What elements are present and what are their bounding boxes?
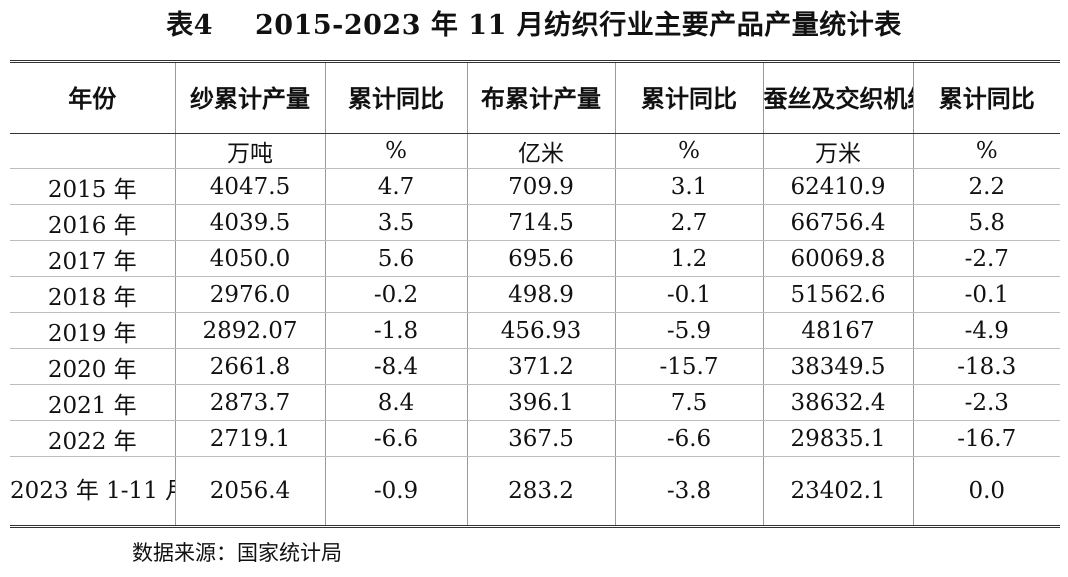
value-cell: 23402.1 xyxy=(762,456,914,528)
value-cell: -6.6 xyxy=(324,420,468,457)
value-cell: 498.9 xyxy=(466,276,616,313)
value-cell: -5.9 xyxy=(614,312,764,349)
value-cell: 2976.0 xyxy=(174,276,326,313)
units-row: 万吨 % 亿米 % 万米 % xyxy=(10,133,1060,169)
value-cell: -4.9 xyxy=(912,312,1060,349)
value-cell: 38349.5 xyxy=(762,348,914,385)
unit-cell: % xyxy=(614,133,764,169)
value-cell: 60069.8 xyxy=(762,240,914,277)
value-cell: -0.9 xyxy=(324,456,468,528)
value-cell: 2056.4 xyxy=(174,456,326,528)
value-cell: -15.7 xyxy=(614,348,764,385)
year-cell: 2023 年 1-11 月 xyxy=(10,456,176,528)
unit-cell: % xyxy=(324,133,468,169)
header-cloth-yoy: 累计同比 xyxy=(614,60,764,134)
value-cell: 456.93 xyxy=(466,312,616,349)
value-cell: 48167 xyxy=(762,312,914,349)
value-cell: 8.4 xyxy=(324,384,468,421)
value-cell: -3.8 xyxy=(614,456,764,528)
value-cell: 371.2 xyxy=(466,348,616,385)
table-row: 2018 年 2976.0 -0.2 498.9 -0.1 51562.6 -0… xyxy=(10,276,1060,313)
value-cell: 714.5 xyxy=(466,204,616,241)
unit-cell: % xyxy=(912,133,1060,169)
unit-cell: 亿米 xyxy=(466,133,616,169)
value-cell: 2.7 xyxy=(614,204,764,241)
header-silk-output: 蚕丝及交织机织物产量 xyxy=(762,60,914,134)
year-cell: 2018 年 xyxy=(10,276,176,313)
value-cell: 4039.5 xyxy=(174,204,326,241)
value-cell: 4047.5 xyxy=(174,168,326,205)
value-cell: -2.3 xyxy=(912,384,1060,421)
year-cell: 2017 年 xyxy=(10,240,176,277)
header-cloth-output: 布累计产量 xyxy=(466,60,616,134)
value-cell: 2719.1 xyxy=(174,420,326,457)
header-silk-yoy: 累计同比 xyxy=(912,60,1060,134)
value-cell: 5.6 xyxy=(324,240,468,277)
table-row: 2015 年 4047.5 4.7 709.9 3.1 62410.9 2.2 xyxy=(10,168,1060,205)
table-row: 2016 年 4039.5 3.5 714.5 2.7 66756.4 5.8 xyxy=(10,204,1060,241)
table-row: 2019 年 2892.07 -1.8 456.93 -5.9 48167 -4… xyxy=(10,312,1060,349)
header-row: 年份 纱累计产量 累计同比 布累计产量 累计同比 蚕丝及交织机织物产量 累计同比 xyxy=(10,60,1060,134)
data-source-note: 数据来源：国家统计局 xyxy=(132,541,342,565)
year-cell: 2022 年 xyxy=(10,420,176,457)
value-cell: -0.1 xyxy=(912,276,1060,313)
year-cell: 2021 年 xyxy=(10,384,176,421)
value-cell: 66756.4 xyxy=(762,204,914,241)
value-cell: 4050.0 xyxy=(174,240,326,277)
value-cell: 695.6 xyxy=(466,240,616,277)
value-cell: 367.5 xyxy=(466,420,616,457)
unit-cell: 万米 xyxy=(762,133,914,169)
header-year: 年份 xyxy=(10,60,176,134)
year-cell: 2019 年 xyxy=(10,312,176,349)
unit-cell: 万吨 xyxy=(174,133,326,169)
value-cell: 2873.7 xyxy=(174,384,326,421)
table-row: 2023 年 1-11 月 2056.4 -0.9 283.2 -3.8 234… xyxy=(10,456,1060,528)
value-cell: -1.8 xyxy=(324,312,468,349)
value-cell: 5.8 xyxy=(912,204,1060,241)
header-yarn-yoy: 累计同比 xyxy=(324,60,468,134)
value-cell: 396.1 xyxy=(466,384,616,421)
table-title: 表4 2015-2023 年 11 月纺织行业主要产品产量统计表 xyxy=(0,6,1068,46)
value-cell: 4.7 xyxy=(324,168,468,205)
table-row: 2017 年 4050.0 5.6 695.6 1.2 60069.8 -2.7 xyxy=(10,240,1060,277)
header-yarn-output: 纱累计产量 xyxy=(174,60,326,134)
value-cell: 2661.8 xyxy=(174,348,326,385)
year-cell: 2015 年 xyxy=(10,168,176,205)
value-cell: -0.2 xyxy=(324,276,468,313)
value-cell: 3.1 xyxy=(614,168,764,205)
value-cell: -16.7 xyxy=(912,420,1060,457)
production-table: 年份 纱累计产量 累计同比 布累计产量 累计同比 蚕丝及交织机织物产量 累计同比… xyxy=(10,60,1060,528)
year-cell: 2020 年 xyxy=(10,348,176,385)
value-cell: 709.9 xyxy=(466,168,616,205)
value-cell: -2.7 xyxy=(912,240,1060,277)
unit-cell xyxy=(10,133,176,169)
table-row: 2020 年 2661.8 -8.4 371.2 -15.7 38349.5 -… xyxy=(10,348,1060,385)
value-cell: 2892.07 xyxy=(174,312,326,349)
value-cell: 0.0 xyxy=(912,456,1060,528)
value-cell: 3.5 xyxy=(324,204,468,241)
value-cell: 62410.9 xyxy=(762,168,914,205)
value-cell: 1.2 xyxy=(614,240,764,277)
table-title-text: 2015-2023 年 11 月纺织行业主要产品产量统计表 xyxy=(255,10,902,41)
value-cell: -18.3 xyxy=(912,348,1060,385)
table-row: 2021 年 2873.7 8.4 396.1 7.5 38632.4 -2.3 xyxy=(10,384,1060,421)
value-cell: 283.2 xyxy=(466,456,616,528)
value-cell: 29835.1 xyxy=(762,420,914,457)
value-cell: 2.2 xyxy=(912,168,1060,205)
value-cell: -6.6 xyxy=(614,420,764,457)
value-cell: -8.4 xyxy=(324,348,468,385)
year-cell: 2016 年 xyxy=(10,204,176,241)
value-cell: -0.1 xyxy=(614,276,764,313)
value-cell: 51562.6 xyxy=(762,276,914,313)
value-cell: 38632.4 xyxy=(762,384,914,421)
table-row: 2022 年 2719.1 -6.6 367.5 -6.6 29835.1 -1… xyxy=(10,420,1060,457)
value-cell: 7.5 xyxy=(614,384,764,421)
table-number: 表4 xyxy=(166,10,213,41)
